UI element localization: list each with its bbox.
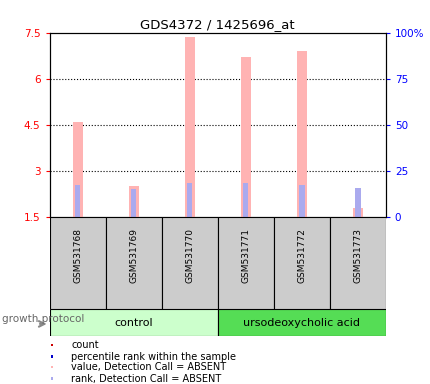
Bar [51, 356, 53, 358]
Text: growth protocol: growth protocol [2, 314, 84, 324]
Bar [49, 309, 217, 336]
Bar [51, 377, 53, 380]
Bar [217, 217, 273, 309]
Bar [273, 217, 329, 309]
Text: percentile rank within the sample: percentile rank within the sample [71, 352, 236, 362]
Bar [243, 183, 248, 217]
Bar [161, 217, 217, 309]
Bar [184, 37, 194, 217]
Text: value, Detection Call = ABSENT: value, Detection Call = ABSENT [71, 362, 226, 372]
Text: rank, Detection Call = ABSENT: rank, Detection Call = ABSENT [71, 374, 221, 384]
Text: ursodeoxycholic acid: ursodeoxycholic acid [243, 318, 359, 328]
Bar [131, 189, 136, 217]
Bar [217, 309, 385, 336]
Text: GSM531771: GSM531771 [241, 228, 249, 283]
Title: GDS4372 / 1425696_at: GDS4372 / 1425696_at [140, 18, 294, 31]
Bar [186, 183, 192, 217]
Text: GSM531772: GSM531772 [297, 228, 305, 283]
Bar [51, 366, 53, 368]
Bar [329, 217, 385, 309]
Text: control: control [114, 318, 153, 328]
Bar [75, 185, 80, 217]
Bar [352, 208, 362, 217]
Bar [128, 186, 138, 217]
Bar [51, 344, 53, 346]
Bar [105, 217, 161, 309]
Text: GSM531773: GSM531773 [353, 228, 361, 283]
Bar [354, 188, 359, 217]
Bar [298, 185, 304, 217]
Bar [240, 57, 250, 217]
Text: count: count [71, 340, 99, 350]
Bar [72, 122, 83, 217]
Bar [49, 217, 105, 309]
Text: GSM531770: GSM531770 [185, 228, 194, 283]
Text: GSM531768: GSM531768 [73, 228, 82, 283]
Bar [296, 51, 306, 217]
Text: GSM531769: GSM531769 [129, 228, 138, 283]
